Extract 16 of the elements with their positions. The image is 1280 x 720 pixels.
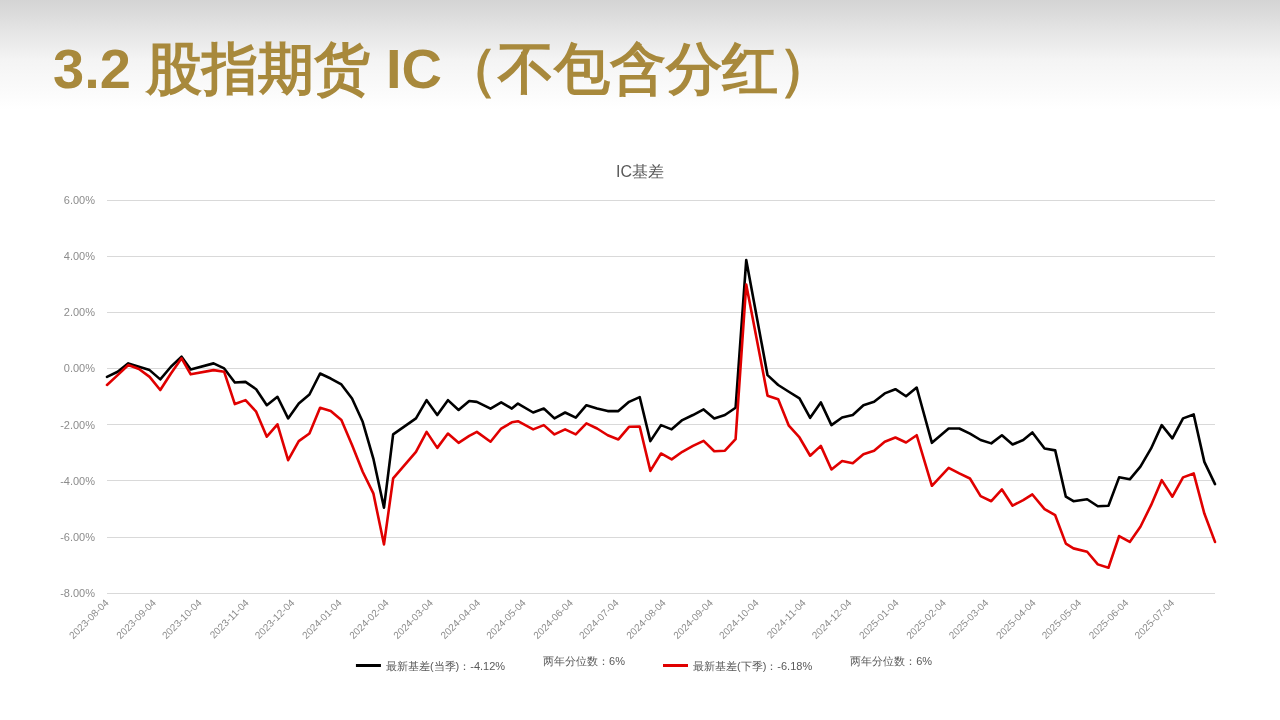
chart-subtitle: IC基差 [616, 162, 664, 180]
y-tick-label: 0.00% [63, 362, 96, 375]
y-tick-label: -4.00% [60, 474, 96, 487]
y-tick-label: 4.00% [63, 250, 96, 263]
legend-label: 最新基差(当季)：-4.12% [385, 659, 506, 672]
y-tick-label: -8.00% [60, 587, 96, 599]
chart-title: 3.2 股指期货 IC（不包含分红） [53, 36, 834, 100]
line-series [105, 283, 1217, 570]
line-series [105, 258, 1217, 509]
y-tick-label: -2.00% [60, 418, 96, 431]
y-tick-label: 2.00% [63, 306, 96, 319]
y-tick-label: 6.00% [63, 194, 96, 206]
text: 两年分位数：6% [543, 654, 626, 667]
legend-label: 最新基差(下季)：-6.18% [693, 659, 813, 672]
y-tick-label: -6.00% [60, 530, 96, 543]
text: 两年分位数：6% [850, 654, 933, 667]
